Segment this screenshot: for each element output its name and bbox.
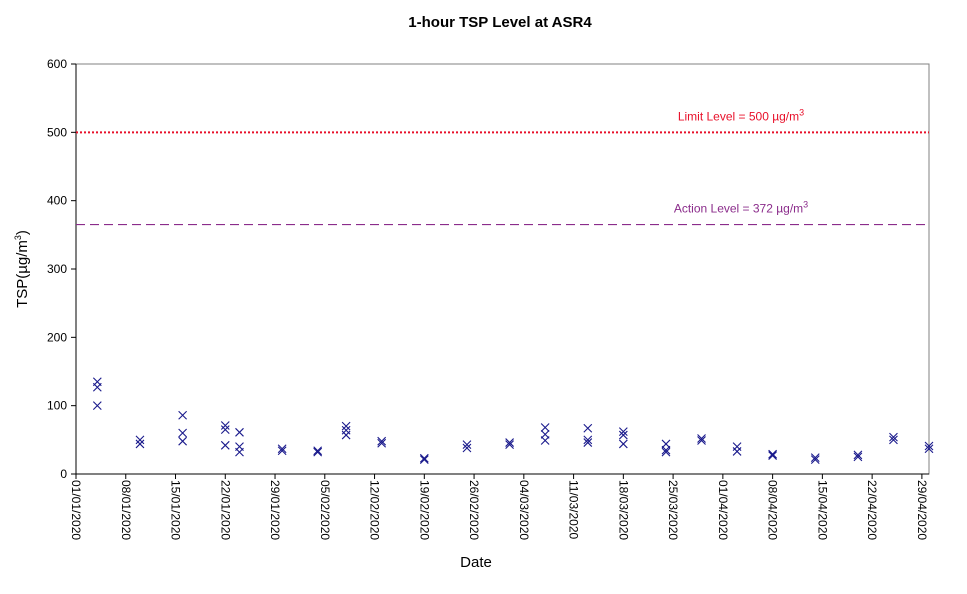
y-axis-label-sup: 3: [13, 235, 23, 240]
data-point: [768, 449, 778, 459]
plot-area-frame: [75, 63, 930, 475]
data-point: [178, 410, 188, 420]
limit-level-label-text: Limit Level = 500 µg/m: [678, 109, 799, 123]
y-tick-label: 200: [47, 330, 67, 344]
data-point: [661, 445, 671, 455]
data-point: [583, 438, 593, 447]
x-tick-label: 08/04/2020: [766, 480, 780, 540]
data-point: [462, 443, 472, 453]
x-tick-label: 15/04/2020: [815, 480, 829, 540]
action-level-label: Action Level = 372 µg/m3: [674, 200, 808, 216]
x-tick-label: 05/02/2020: [318, 480, 332, 540]
x-tick-label: 22/01/2020: [218, 480, 232, 540]
action-level-label-text: Action Level = 372 µg/m: [674, 202, 803, 216]
y-tick-label: 0: [60, 467, 67, 481]
y-tick-label: 300: [47, 262, 67, 276]
x-tick-label: 18/03/2020: [616, 480, 630, 540]
data-point: [178, 428, 188, 438]
x-tick-label: 11/03/2020: [567, 480, 581, 539]
data-point: [618, 439, 628, 449]
x-tick-label: 26/02/2020: [467, 480, 481, 540]
data-point: [135, 439, 145, 449]
data-point: [92, 401, 102, 411]
data-point: [583, 423, 593, 433]
data-point: [810, 453, 820, 462]
y-tick-label: 500: [47, 125, 67, 139]
chart-title: 1-hour TSP Level at ASR4: [408, 14, 592, 31]
x-tick-label: 08/01/2020: [119, 480, 133, 540]
data-point: [924, 441, 934, 451]
data-point: [135, 435, 145, 445]
data-point: [235, 427, 244, 437]
data-point: [618, 430, 628, 440]
x-tick-label: 01/04/2020: [716, 480, 730, 540]
x-tick-label: 04/03/2020: [517, 480, 531, 540]
x-tick-label: 25/03/2020: [666, 480, 680, 540]
x-tick-label: 29/04/2020: [915, 480, 929, 540]
data-point: [583, 435, 593, 445]
data-point: [277, 446, 287, 456]
data-point: [540, 429, 550, 439]
data-point: [341, 425, 351, 435]
action-level-label-sup: 3: [803, 200, 808, 210]
y-axis-label-main: TSP(µg/m: [14, 240, 31, 308]
data-point: [220, 425, 230, 434]
x-tick-label: 19/02/2020: [417, 480, 431, 540]
data-point: [697, 434, 706, 443]
x-axis-ticks: 01/01/2020 08/01/2020 15/01/2020 22/01/2020…: [69, 474, 929, 540]
data-point: [540, 423, 550, 432]
x-tick-label: 22/04/2020: [865, 480, 879, 540]
data-point: [235, 447, 244, 457]
x-tick-label: 29/01/2020: [268, 480, 282, 540]
data-point: [462, 440, 472, 450]
data-point: [377, 436, 387, 446]
data-point: [618, 427, 628, 437]
data-point: [732, 442, 742, 452]
x-tick-label: 01/01/2020: [69, 480, 83, 540]
y-axis-label-end: ): [14, 230, 31, 235]
limit-level-label: Limit Level = 500 µg/m3: [678, 107, 804, 123]
y-tick-label: 100: [47, 399, 67, 413]
data-point: [419, 453, 429, 463]
data-point: [341, 421, 351, 431]
data-point: [540, 436, 550, 445]
x-axis-label: Date: [460, 554, 492, 571]
data-points: [92, 377, 934, 465]
data-point: [419, 455, 429, 465]
data-point: [661, 439, 671, 449]
limit-level-label-sup: 3: [799, 107, 804, 117]
data-point: [889, 432, 898, 442]
data-point: [220, 440, 230, 450]
data-point: [377, 438, 387, 448]
data-point: [889, 435, 898, 445]
data-point: [924, 444, 934, 454]
x-tick-label: 12/02/2020: [368, 480, 382, 540]
data-point: [853, 450, 863, 460]
data-point: [341, 430, 351, 440]
data-point: [92, 382, 102, 392]
data-point: [505, 440, 514, 450]
y-tick-label: 600: [47, 57, 67, 71]
data-point: [697, 436, 706, 445]
data-point: [277, 444, 287, 454]
data-point: [853, 452, 863, 462]
data-point: [661, 447, 671, 457]
data-point: [505, 438, 514, 447]
data-point: [178, 436, 188, 446]
y-axis-ticks: 0 100 200 300 400 500 600: [47, 57, 76, 481]
y-axis-label: TSP(µg/m3): [13, 230, 31, 308]
data-point: [768, 451, 778, 460]
data-point: [313, 446, 323, 456]
data-point: [220, 421, 230, 430]
data-point: [313, 447, 323, 457]
x-tick-label: 15/01/2020: [169, 480, 183, 540]
data-point: [810, 455, 820, 465]
data-point: [732, 447, 742, 456]
y-tick-label: 400: [47, 194, 67, 208]
